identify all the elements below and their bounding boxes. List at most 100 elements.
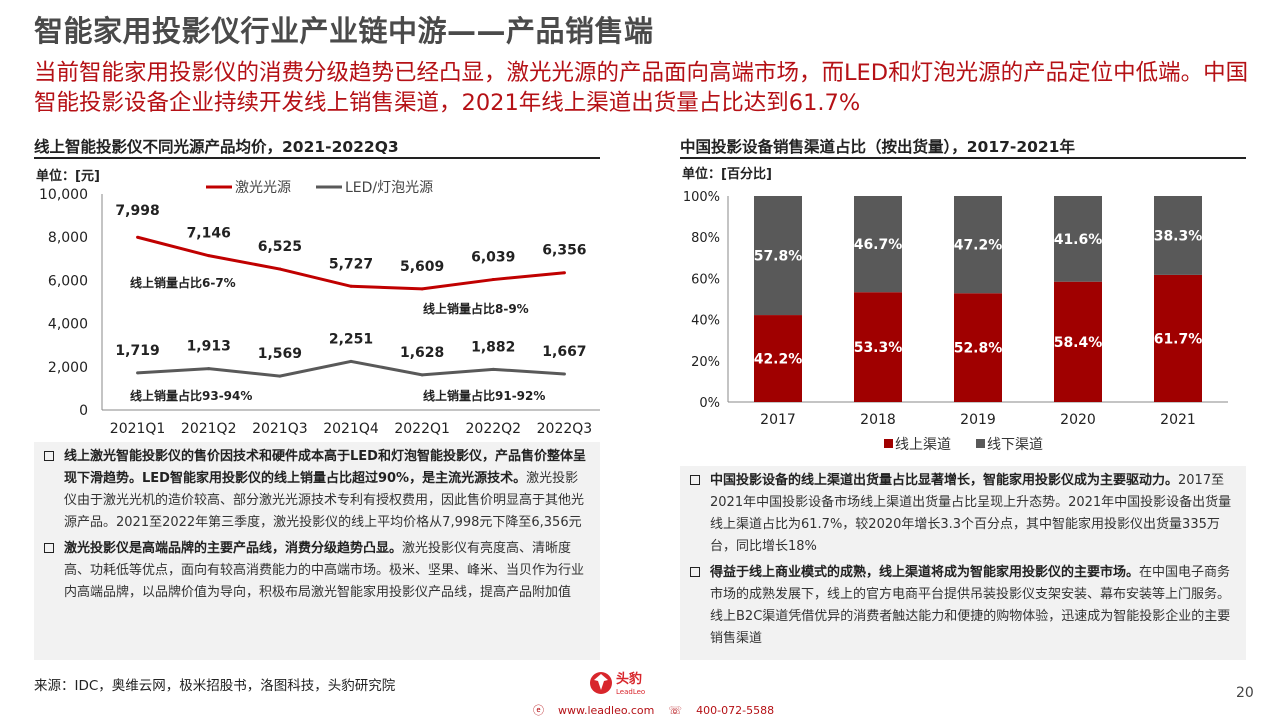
y-tick-label: 6,000 xyxy=(48,273,88,289)
data-label: 2,251 xyxy=(329,331,373,347)
stacked-bar-chart: 单位：[百分比] 0% 20% 40% 60% 80% 100% 42.2% 57.8% 2017… xyxy=(682,166,1228,453)
bar-segment-offline xyxy=(754,196,802,316)
bar-segment-online xyxy=(954,293,1002,402)
series-line-2 xyxy=(137,359,565,378)
website-link[interactable]: www.leadleo.com xyxy=(558,704,655,717)
left-bullet-2-bold: 激光投影仪是高端品牌的主要产品线，消费分级趋势凸显。 xyxy=(64,541,403,556)
left-bullet-1-text: 激光投影仪由于激光光机的造价较高、部分激光光源技术专利有授权费用，因此售价明显高… xyxy=(64,471,585,530)
data-label: 7,146 xyxy=(187,226,231,242)
left-chart-title: 线上智能投影仪不同光源产品均价，2021-2022Q3 xyxy=(34,138,399,156)
x-tick-label: 2020 xyxy=(1060,412,1096,428)
leadleo-logo: 头豹 LeadLeo xyxy=(590,671,645,696)
checkbox-icon xyxy=(44,543,54,553)
data-label: 1,569 xyxy=(258,346,302,362)
legend-label: LED/灯泡光源 xyxy=(345,180,433,196)
bar-segment-online xyxy=(1154,274,1202,402)
data-label: 1,719 xyxy=(115,343,159,359)
data-label: 1,667 xyxy=(542,344,586,360)
right-bullets: 中国投影设备的线上渠道出货量占比显著增长，智能家用投影仪成为主要驱动力。2017… xyxy=(680,466,1246,660)
x-tick-label: 2021Q4 xyxy=(323,421,379,437)
legend-swatch xyxy=(884,439,893,448)
y-tick-label: 80% xyxy=(691,231,720,246)
left-bullet-2-text: 激光投影仪有亮度高、清晰度高、功耗低等优点，面向有较高消费能力的中高端市场。极米… xyxy=(64,541,585,600)
data-point xyxy=(207,367,211,371)
bar-segment-online xyxy=(754,315,802,402)
x-tick-label: 2022Q1 xyxy=(394,421,450,437)
bar-value-label: 61.7% xyxy=(1154,331,1203,347)
data-point xyxy=(136,235,140,239)
page-subtitle: 当前智能家用投影仪的消费分级趋势已经凸显，激光光源的产品面向高端市场，而LED和… xyxy=(34,60,1249,116)
chart-unit-label: 单位：[元] xyxy=(36,168,100,184)
bar-segment-offline xyxy=(954,196,1002,294)
y-tick-label: 100% xyxy=(683,190,720,205)
footer-contact: ⓔ www.leadleo.com ☏ 400-072-5588 xyxy=(533,702,788,718)
y-tick-label: 20% xyxy=(691,355,720,370)
left-bullet-1-bold: 线上激光智能投影仪的售价因技术和硬件成本高于LED和灯泡智能投影仪，产品售价整体… xyxy=(64,449,586,486)
globe-icon: ⓔ xyxy=(533,704,544,717)
source-note: 来源：IDC，奥维云网，极米招股书，洛图科技，头豹研究院 xyxy=(34,678,396,694)
y-tick-label: 4,000 xyxy=(48,317,88,333)
right-bullet-1-bold: 中国投影设备的线上渠道出货量占比显著增长，智能家用投影仪成为主要驱动力。 xyxy=(710,473,1179,488)
bar-value-label: 52.8% xyxy=(954,341,1003,357)
x-tick-label: 2021Q1 xyxy=(110,421,166,437)
data-point xyxy=(491,278,495,282)
bar-value-label: 57.8% xyxy=(754,249,803,265)
logo-subtext: LeadLeo xyxy=(616,688,645,696)
page-number: 20 xyxy=(1236,685,1254,701)
data-point xyxy=(491,367,495,371)
data-point xyxy=(136,371,140,375)
bar-value-label: 58.4% xyxy=(1054,335,1103,351)
phone-number: 400-072-5588 xyxy=(696,704,775,717)
data-label: 6,039 xyxy=(471,250,515,266)
x-tick-label: 2022Q3 xyxy=(537,421,593,437)
x-tick-label: 2018 xyxy=(860,412,896,428)
x-tick-label: 2021 xyxy=(1160,412,1196,428)
data-label: 1,882 xyxy=(471,339,515,355)
legend-label: 线上渠道 xyxy=(895,437,951,453)
right-bullet-1-text: 2017至2021年中国投影设备市场线上渠道出货量占比呈现上升态势。2021年中… xyxy=(710,473,1232,554)
data-point xyxy=(278,267,282,271)
legend-label: 线下渠道 xyxy=(987,437,1043,453)
checkbox-icon xyxy=(690,567,700,577)
bar-value-label: 46.7% xyxy=(854,237,903,253)
y-tick-label: 0 xyxy=(79,403,88,419)
y-tick-label: 8,000 xyxy=(48,230,88,246)
bar-segment-online xyxy=(1054,281,1102,402)
legend-swatch xyxy=(976,439,985,448)
right-chart-title: 中国投影设备销售渠道占比（按出货量），2017-2021年 xyxy=(680,138,1075,156)
y-tick-label: 60% xyxy=(691,272,720,287)
data-label: 6,356 xyxy=(542,243,586,259)
y-tick-label: 2,000 xyxy=(48,360,88,376)
right-bullet-2-text: 在中国电子商务市场的成熟发展下，线上的官方电商平台提供吊装投影仪支架安装、幕布安… xyxy=(710,565,1231,646)
right-title-rule xyxy=(680,157,1246,159)
data-point xyxy=(278,374,282,378)
bar-value-label: 38.3% xyxy=(1154,228,1203,244)
right-bullet-2: 得益于线上商业模式的成熟，线上渠道将成为智能家用投影仪的主要市场。在中国电子商务… xyxy=(690,562,1236,650)
y-tick-label: 10,000 xyxy=(39,187,88,203)
bar-segment-offline xyxy=(854,196,902,293)
x-tick-label: 2017 xyxy=(760,412,796,428)
logo-text: 头豹 xyxy=(616,671,642,687)
data-point xyxy=(562,372,566,376)
annotation-label: 线上销量占比93-94% xyxy=(130,388,252,403)
annotation-label: 线上销量占比6-7% xyxy=(130,275,236,290)
checkbox-icon xyxy=(690,475,700,485)
data-label: 5,609 xyxy=(400,259,444,275)
data-point xyxy=(349,359,353,363)
bar-value-label: 41.6% xyxy=(1054,232,1103,248)
checkbox-icon xyxy=(44,451,54,461)
phone-icon: ☏ xyxy=(668,704,683,717)
y-tick-label: 0% xyxy=(699,396,720,411)
chart-unit-label: 单位：[百分比] xyxy=(682,166,772,182)
x-tick-label: 2019 xyxy=(960,412,996,428)
x-tick-label: 2021Q2 xyxy=(181,421,237,437)
right-bullet-1: 中国投影设备的线上渠道出货量占比显著增长，智能家用投影仪成为主要驱动力。2017… xyxy=(690,470,1236,558)
left-title-rule xyxy=(34,157,600,159)
data-point xyxy=(420,373,424,377)
left-bullet-1: 线上激光智能投影仪的售价因技术和硬件成本高于LED和灯泡智能投影仪，产品售价整体… xyxy=(44,446,590,534)
data-point xyxy=(562,271,566,275)
bar-value-label: 53.3% xyxy=(854,340,903,356)
bar-value-label: 42.2% xyxy=(754,352,803,368)
data-label: 6,525 xyxy=(258,239,302,255)
annotation-label: 线上销量占比91-92% xyxy=(423,388,545,403)
